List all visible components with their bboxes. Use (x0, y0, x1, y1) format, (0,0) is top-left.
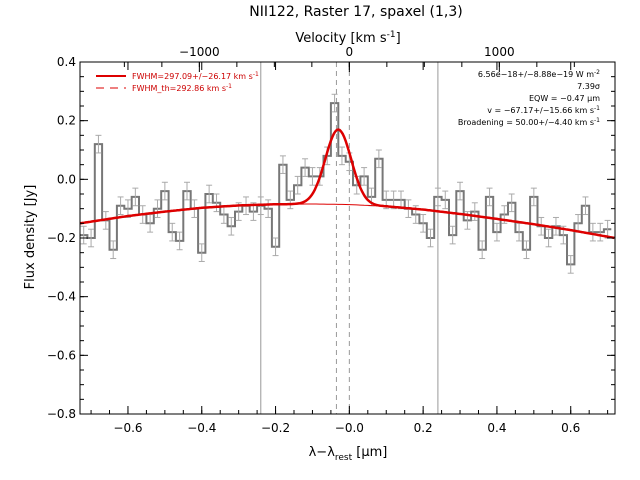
x-axis-title-unit: [μm] (352, 445, 387, 460)
annotation-flux-sup: -2 (594, 69, 600, 76)
legend-fwhm-th-sup: -1 (226, 83, 232, 90)
annotation-velocity-main: v = −67.17+/−15.66 km s (487, 106, 594, 115)
y-tick-label-2: −0.4 (47, 290, 76, 304)
legend-fwhm-sup: -1 (253, 71, 259, 78)
y-tick-label-1: −0.6 (47, 348, 76, 362)
annotation-sigma: 7.39σ (577, 82, 600, 91)
legend: FWHM=297.09+/−26.17 km s-1 FWHM_th=292.8… (96, 71, 259, 93)
annotation-velocity-sup: -1 (594, 105, 600, 112)
annotation-broadening-sup: -1 (594, 117, 600, 124)
fit-line (79, 128, 615, 240)
x-tick-label-6: 0.6 (561, 421, 580, 435)
x-tick-label-2: −0.2 (261, 421, 290, 435)
annotation-velocity: v = −67.17+/−15.66 km s-1 (487, 105, 600, 115)
x-tick-label-1: −0.4 (187, 421, 216, 435)
chart-title: NII122, Raster 17, spaxel (1,3) (249, 4, 462, 20)
x-axis-title-sub: rest (335, 453, 353, 463)
top-axis-title-main: Velocity [km s (295, 31, 387, 46)
plot-area: −0.6 −0.4 −0.2 −0.0 0.2 0.4 0.6−0.8−0.6−0.4−0.… (47, 45, 616, 435)
y-tick-label-0: −0.8 (47, 407, 76, 421)
annotation-broadening-main: Broadening = 50.00+/−4.40 km s (458, 118, 594, 127)
annotations: 6.56e−18+/−8.88e−19 W m-2 7.39σ EQW = −0… (458, 69, 600, 127)
legend-text-fwhm: FWHM=297.09+/−26.17 km s-1 (132, 71, 259, 81)
y-axis-title: Flux density [Jy] (23, 185, 38, 290)
top-tick-label-2: 1000 (484, 45, 515, 59)
legend-text-fwhm-th: FWHM_th=292.86 km s-1 (132, 83, 232, 93)
annotation-flux-main: 6.56e−18+/−8.88e−19 W m (478, 70, 594, 79)
y-tick-label-3: −0.2 (47, 231, 76, 245)
y-tick-label-4: 0.0 (57, 172, 76, 186)
x-axis: −0.6 −0.4 −0.2 −0.0 0.2 0.4 0.6 (90, 62, 609, 435)
x-axis-title: λ−λrest [μm] (309, 445, 388, 463)
top-axis-title-sup: -1 (387, 30, 396, 40)
top-axis-title: Velocity [km s-1] (295, 30, 400, 46)
x-tick-label-3: −0.0 (335, 421, 364, 435)
y-axis: −0.8 −0.6 −0.4 −0.2 0.0 0.2 0.4 (47, 55, 615, 421)
x-tick-label-0: −0.6 (113, 421, 142, 435)
spectrum-step-line (80, 102, 612, 266)
x-tick-label-5: 0.4 (487, 421, 506, 435)
annotation-eqw: EQW = −0.47 μm (529, 94, 600, 103)
y-tick-label-6: 0.4 (57, 55, 76, 69)
y-tick-label-5: 0.2 (57, 114, 76, 128)
top-velocity-axis: −1000 0 1000 (123, 45, 575, 72)
legend-fwhm-main: FWHM=297.09+/−26.17 km s (132, 72, 253, 81)
annotation-broadening: Broadening = 50.00+/−4.40 km s-1 (458, 117, 600, 127)
legend-fwhm-th-main: FWHM_th=292.86 km s (132, 84, 226, 93)
top-axis-title-end: ] (396, 31, 401, 46)
x-axis-title-main: λ−λ (309, 445, 336, 460)
top-tick-label-1: 0 (346, 45, 354, 59)
annotation-flux: 6.56e−18+/−8.88e−19 W m-2 (478, 69, 600, 79)
x-tick-label-4: 0.2 (414, 421, 433, 435)
top-tick-label-0: −1000 (179, 45, 220, 59)
